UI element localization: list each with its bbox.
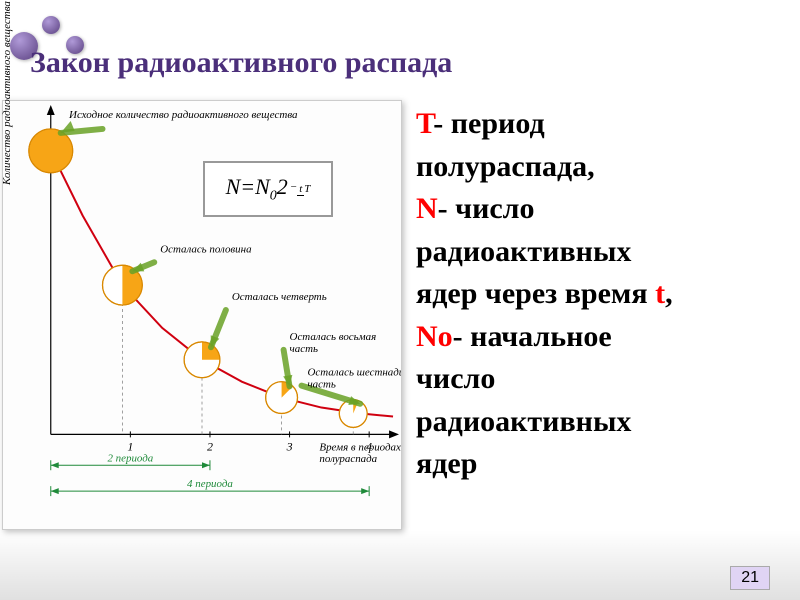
svg-text:2 периода: 2 периода	[107, 452, 153, 464]
chart-annotation: Исходное количество радиоактивного вещес…	[69, 109, 319, 121]
ball-icon	[42, 16, 60, 34]
svg-text:Осталась шестнадцатая: Осталась шестнадцатая	[307, 367, 401, 379]
bottom-shadow	[0, 530, 800, 600]
slide-title: Закон радиоактивного распада	[30, 46, 452, 80]
svg-text:3: 3	[286, 439, 293, 453]
svg-text:полураспада: полураспада	[319, 453, 377, 465]
slide-number: 21	[730, 566, 770, 590]
svg-text:2: 2	[207, 439, 213, 453]
svg-text:Осталась восьмая: Осталась восьмая	[290, 331, 377, 343]
svg-text:Осталась половина: Осталась половина	[160, 243, 252, 255]
svg-text:Осталась четверть: Осталась четверть	[232, 291, 327, 303]
svg-text:4 периода: 4 периода	[187, 478, 233, 490]
svg-text:часть: часть	[307, 379, 335, 391]
formula-box: N=N02−tT	[203, 161, 333, 217]
decay-curve-chart: 1234Осталась половинаОсталась четвертьОс…	[3, 101, 401, 529]
chart-panel: Количество радиоактивного вещества Исход…	[2, 100, 402, 530]
svg-text:1: 1	[127, 439, 133, 453]
svg-text:Время в периодах: Время в периодах	[319, 441, 401, 453]
svg-text:часть: часть	[290, 343, 318, 355]
content-area: Количество радиоактивного вещества Исход…	[0, 100, 792, 530]
legend-text: T- периодполураспада,N- числорадиоактивн…	[402, 100, 792, 530]
y-axis-label: Количество радиоактивного вещества	[1, 0, 13, 213]
